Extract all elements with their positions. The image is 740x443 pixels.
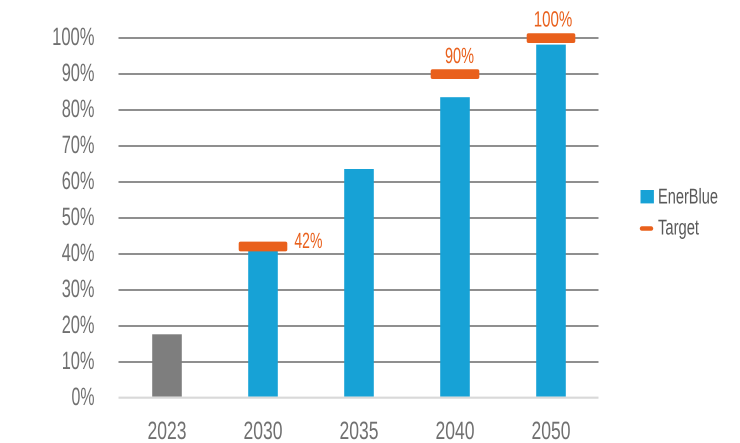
svg-text:60%: 60%: [62, 167, 95, 195]
svg-text:2030: 2030: [244, 417, 283, 443]
svg-text:2040: 2040: [436, 417, 475, 443]
svg-text:2023: 2023: [148, 417, 187, 443]
svg-text:90%: 90%: [62, 59, 95, 87]
svg-text:90%: 90%: [445, 43, 474, 68]
svg-text:EnerBlue: EnerBlue: [658, 185, 718, 209]
svg-text:42%: 42%: [294, 228, 322, 253]
svg-text:30%: 30%: [62, 275, 95, 303]
svg-text:70%: 70%: [62, 131, 95, 159]
svg-text:10%: 10%: [62, 347, 95, 375]
svg-text:80%: 80%: [62, 95, 95, 123]
svg-text:2035: 2035: [340, 417, 379, 443]
svg-text:Target: Target: [658, 216, 699, 240]
svg-text:40%: 40%: [62, 239, 95, 267]
svg-text:100%: 100%: [534, 7, 573, 32]
svg-text:50%: 50%: [62, 203, 95, 231]
svg-text:20%: 20%: [62, 311, 95, 339]
svg-text:2050: 2050: [532, 417, 571, 443]
svg-text:0%: 0%: [72, 383, 95, 411]
svg-text:100%: 100%: [52, 23, 94, 51]
